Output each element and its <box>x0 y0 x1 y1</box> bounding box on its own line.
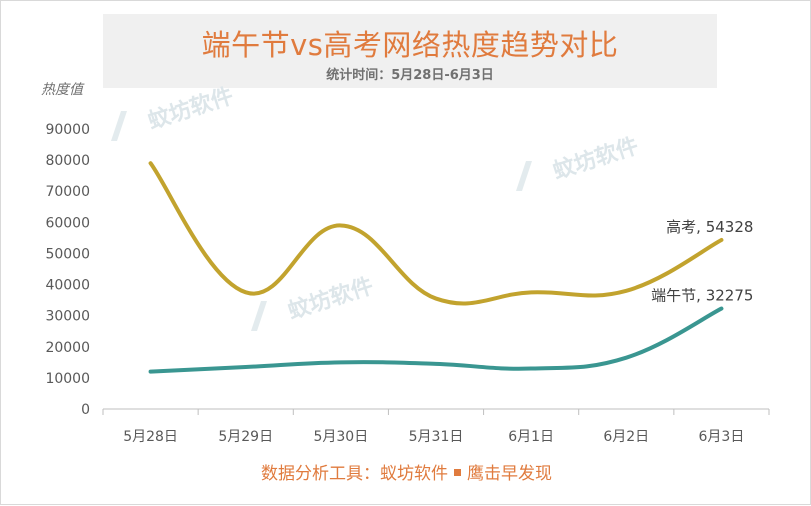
x-tick-label: 5月30日 <box>313 429 368 445</box>
y-tick-label: 40000 <box>45 278 90 294</box>
watermark-logo-icon <box>111 111 127 141</box>
x-tick-label: 6月2日 <box>603 429 649 445</box>
y-tick-label: 70000 <box>45 184 90 200</box>
y-tick-label: 30000 <box>45 309 90 325</box>
x-tick-label: 5月29日 <box>218 429 273 445</box>
y-tick-label: 80000 <box>45 153 90 169</box>
x-tick-label: 6月1日 <box>508 429 554 445</box>
watermark-text: 蚊坊软件 <box>550 133 642 185</box>
y-tick-label: 90000 <box>45 122 90 138</box>
footer-source: 数据分析工具：蚁坊软件鹰击早发现 <box>1 459 811 484</box>
y-tick-label: 50000 <box>45 246 90 262</box>
data-label: 高考, 54328 <box>666 218 753 236</box>
footer-source-label: 数据分析工具：蚁坊软件 <box>261 464 448 484</box>
y-tick-label: 20000 <box>45 340 90 356</box>
x-tick-label: 5月28日 <box>123 429 178 445</box>
footer-product: 鹰击早发现 <box>467 464 552 484</box>
series-line-1 <box>151 163 722 303</box>
y-tick-label: 10000 <box>45 371 90 387</box>
watermark-logo-icon <box>516 161 532 191</box>
footer-separator-icon <box>454 469 461 476</box>
watermark-logo-icon <box>251 301 267 331</box>
y-tick-label: 0 <box>81 402 90 418</box>
y-tick-label: 60000 <box>45 215 90 231</box>
data-label: 端午节, 32275 <box>651 287 753 305</box>
x-tick-label: 5月31日 <box>409 429 464 445</box>
series-line-2 <box>151 309 722 372</box>
watermark-text: 蚊坊软件 <box>285 273 377 325</box>
x-tick-label: 6月3日 <box>699 429 745 445</box>
watermark-text: 蚊坊软件 <box>145 83 237 135</box>
